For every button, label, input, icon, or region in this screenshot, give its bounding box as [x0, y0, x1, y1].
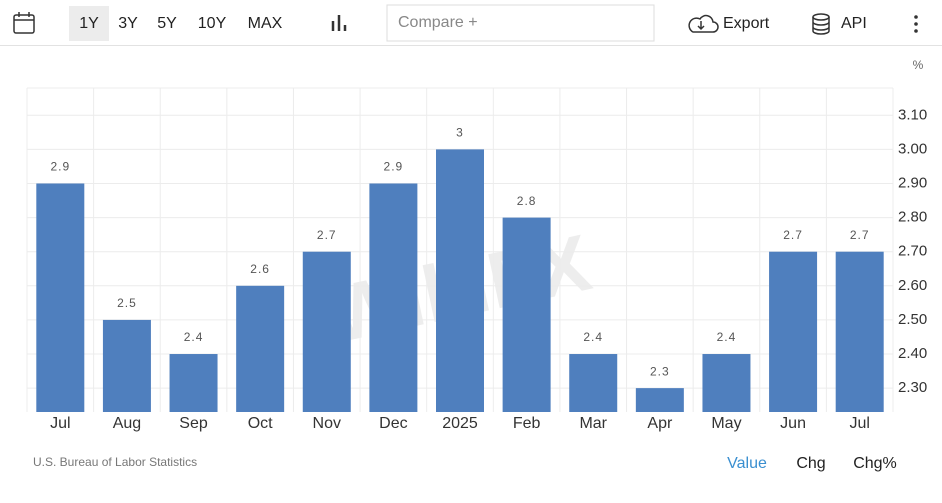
- unit-label: %: [913, 58, 924, 72]
- x-tick-label: Apr: [647, 415, 673, 432]
- range-button[interactable]: 5Y: [157, 15, 177, 32]
- x-tick-label: Sep: [179, 415, 208, 432]
- bar: [102, 319, 151, 412]
- y-tick-label: 2.90: [898, 174, 927, 191]
- bar: [169, 354, 218, 412]
- tab[interactable]: Chg: [796, 455, 825, 472]
- y-tick-label: 2.50: [898, 311, 927, 328]
- value-label: 2.4: [583, 330, 603, 344]
- x-tick-label: 2025: [442, 415, 478, 432]
- bar: [502, 217, 551, 412]
- y-tick-label: 2.60: [898, 277, 927, 294]
- active-range-bg: [69, 6, 109, 41]
- more-icon[interactable]: [914, 15, 918, 33]
- x-tick-label: Jul: [849, 415, 869, 432]
- x-tick-label: Jun: [780, 415, 806, 432]
- y-tick-label: 3.00: [898, 140, 927, 157]
- value-label: 2.7: [850, 228, 870, 242]
- export-button[interactable]: Export: [723, 15, 770, 32]
- value-label: 3: [456, 126, 464, 140]
- bar: [769, 251, 818, 412]
- bar: [569, 354, 618, 412]
- bar: [36, 183, 85, 412]
- tab[interactable]: Chg%: [853, 455, 897, 472]
- range-button[interactable]: 3Y: [118, 15, 138, 32]
- bar: [436, 149, 484, 413]
- bar: [369, 183, 418, 412]
- x-tick-label: Nov: [313, 415, 341, 432]
- x-tick-label: Feb: [513, 415, 541, 432]
- range-button[interactable]: 10Y: [198, 15, 227, 32]
- value-label: 2.9: [50, 160, 70, 174]
- x-tick-label: May: [711, 415, 741, 432]
- range-button[interactable]: MAX: [248, 15, 283, 32]
- value-label: 2.6: [250, 262, 270, 276]
- x-tick-label: Mar: [579, 415, 607, 432]
- x-tick-label: Oct: [248, 415, 273, 432]
- y-tick-label: 2.70: [898, 243, 927, 260]
- source: U.S. Bureau of Labor Statistics: [33, 455, 197, 469]
- api-button[interactable]: API: [841, 15, 867, 32]
- y-tick-label: 2.40: [898, 345, 927, 362]
- bar: [702, 354, 751, 412]
- value-label: 2.9: [384, 160, 404, 174]
- tab[interactable]: Value: [727, 455, 767, 472]
- value-label: 2.3: [650, 364, 670, 378]
- compare-input[interactable]: [386, 4, 655, 42]
- value-label: 2.7: [317, 228, 337, 242]
- value-label: 2.8: [517, 194, 537, 208]
- x-tick-label: Dec: [379, 415, 407, 432]
- y-tick-label: 3.10: [898, 106, 927, 123]
- range-button[interactable]: 1Y: [79, 15, 99, 32]
- bar: [835, 251, 884, 412]
- bar: [236, 285, 285, 412]
- cloud-icon[interactable]: [688, 14, 719, 33]
- value-label: 2.7: [783, 228, 803, 242]
- value-label: 2.4: [184, 330, 204, 344]
- bar: [635, 388, 684, 412]
- bar-chart-icon[interactable]: [331, 15, 347, 31]
- calendar-icon[interactable]: [13, 12, 35, 34]
- y-tick-label: 2.30: [898, 379, 927, 396]
- value-label: 2.4: [717, 330, 737, 344]
- x-tick-label: Jul: [50, 415, 70, 432]
- value-label: 2.5: [117, 296, 137, 310]
- bar: [302, 251, 351, 412]
- y-tick-label: 2.80: [898, 209, 927, 226]
- x-tick-label: Aug: [113, 415, 141, 432]
- compare-placeholder[interactable]: Compare +: [398, 14, 478, 31]
- database-icon[interactable]: [812, 13, 830, 35]
